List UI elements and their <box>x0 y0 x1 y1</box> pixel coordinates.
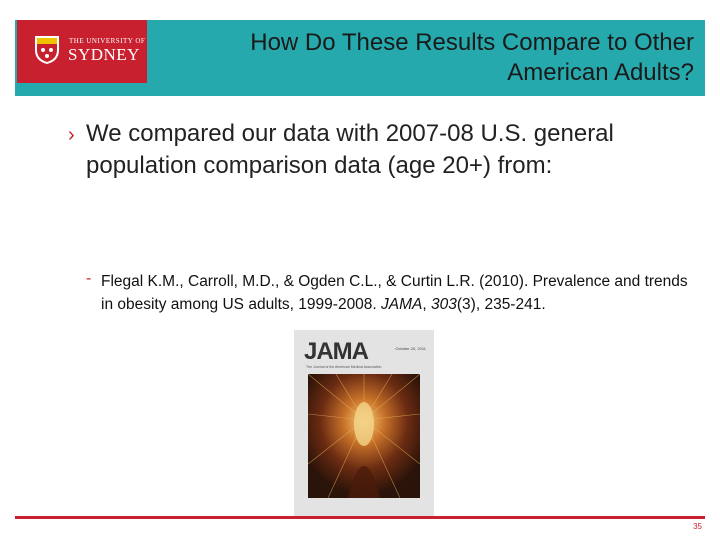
main-bullet: We compared our data with 2007-08 U.S. g… <box>86 120 614 179</box>
journal-cover-image: JAMA October 20, 2011 The Journal of the… <box>294 330 434 518</box>
reference-separator: , <box>422 296 432 313</box>
slide-title: How Do These Results Compare to Other Am… <box>174 28 694 88</box>
slide-title-line1: How Do These Results Compare to Other <box>250 29 694 56</box>
footer-divider <box>15 516 705 519</box>
reference-volume: 303 <box>431 296 457 313</box>
reference-journal: JAMA <box>381 296 423 313</box>
logo-small-text: THE UNIVERSITY OF <box>69 37 146 45</box>
university-logo: THE UNIVERSITY OF SYDNEY <box>17 20 147 83</box>
logo-big-text: SYDNEY <box>68 45 140 64</box>
cover-date: October 20, 2011 <box>395 346 426 351</box>
cover-artwork <box>308 374 420 498</box>
page-number: 35 <box>693 522 702 531</box>
reference-citation: Flegal K.M., Carroll, M.D., & Ogden C.L.… <box>101 270 701 316</box>
cover-masthead: JAMA <box>304 338 369 365</box>
bullet-arrow-icon: › <box>68 124 75 146</box>
slide-title-line2: American Adults? <box>507 59 694 86</box>
cover-tagline: The Journal of the American Medical Asso… <box>306 365 382 369</box>
crest-icon <box>35 36 59 64</box>
sub-bullet-dash: - <box>86 270 92 287</box>
reference-pages: (3), 235-241. <box>456 296 546 313</box>
reference-text: Flegal K.M., Carroll, M.D., & Ogden C.L.… <box>101 273 688 313</box>
